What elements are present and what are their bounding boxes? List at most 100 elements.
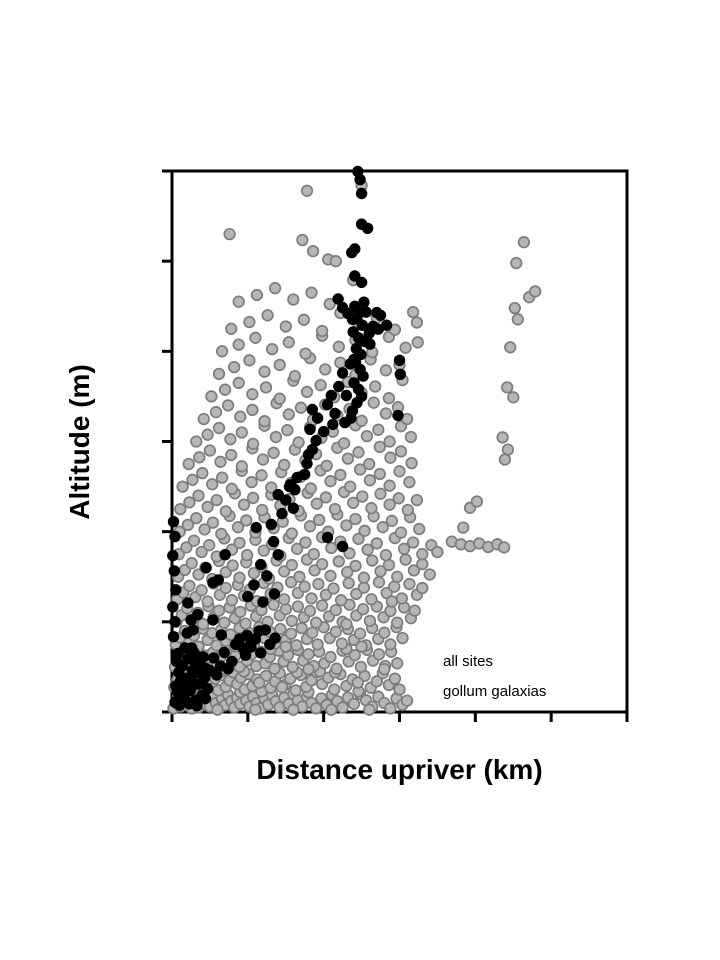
- data-point: [200, 562, 212, 574]
- data-point: [330, 662, 343, 675]
- data-point: [355, 187, 368, 200]
- data-point: [219, 549, 231, 561]
- data-point: [268, 282, 282, 295]
- data-point: [349, 512, 362, 526]
- data-point: [187, 534, 201, 547]
- data-point: [361, 222, 374, 234]
- data-point: [363, 703, 376, 716]
- data-point: [287, 703, 300, 716]
- data-point: [284, 576, 298, 589]
- data-point: [237, 498, 251, 511]
- data-point: [382, 558, 396, 572]
- data-point: [305, 286, 318, 299]
- data-point: [169, 616, 181, 628]
- data-point: [370, 537, 383, 550]
- series-gollum-galaxias: [167, 165, 406, 712]
- data-point: [406, 536, 420, 549]
- data-point: [457, 521, 470, 534]
- data-point: [355, 276, 368, 289]
- data-point: [210, 493, 223, 507]
- data-point: [226, 559, 239, 572]
- data-point: [183, 681, 195, 693]
- data-point: [187, 624, 199, 636]
- data-point: [334, 594, 348, 607]
- data-point: [406, 305, 420, 319]
- data-point: [273, 358, 286, 372]
- data-point: [258, 415, 271, 428]
- data-point: [182, 457, 195, 471]
- data-point: [246, 491, 260, 505]
- data-point: [195, 677, 208, 689]
- data-point: [246, 437, 260, 450]
- data-point: [250, 521, 262, 534]
- data-point: [274, 622, 287, 636]
- data-point: [249, 703, 262, 716]
- data-point: [298, 580, 311, 593]
- data-point: [314, 378, 327, 392]
- data-point: [215, 629, 227, 641]
- data-point: [196, 466, 209, 480]
- data-point: [358, 524, 371, 537]
- data-point: [498, 453, 512, 466]
- data-point: [201, 428, 214, 441]
- data-point: [508, 301, 521, 315]
- data-point: [240, 514, 253, 527]
- data-point: [399, 341, 412, 354]
- data-point: [324, 569, 337, 582]
- data-point: [219, 581, 232, 595]
- data-point: [272, 549, 284, 561]
- data-point: [367, 396, 380, 409]
- data-point: [169, 530, 181, 543]
- data-point: [221, 399, 235, 412]
- data-point: [223, 227, 236, 241]
- data-point: [392, 409, 404, 422]
- data-point: [279, 640, 292, 653]
- data-point: [257, 544, 270, 557]
- data-point: [366, 554, 379, 567]
- data-point: [360, 429, 374, 443]
- data-point: [310, 497, 323, 510]
- data-point: [297, 313, 311, 326]
- data-point: [249, 331, 262, 344]
- data-point: [336, 367, 349, 379]
- data-point: [319, 588, 333, 601]
- data-point: [306, 403, 318, 416]
- data-point: [261, 570, 273, 582]
- data-point: [340, 389, 353, 402]
- data-point: [224, 433, 237, 446]
- data-point: [205, 390, 218, 403]
- data-point: [167, 631, 180, 643]
- data-point: [329, 625, 342, 638]
- data-point: [296, 233, 309, 247]
- data-point: [496, 431, 509, 444]
- data-point: [348, 649, 361, 662]
- data-point: [172, 647, 184, 660]
- data-point: [357, 571, 371, 584]
- data-point: [290, 639, 303, 652]
- data-point: [340, 617, 353, 631]
- data-point: [311, 638, 324, 651]
- data-point: [175, 689, 187, 701]
- data-point: [410, 493, 424, 507]
- legend-item-all-sites: all sites: [424, 646, 546, 676]
- data-point: [225, 482, 239, 495]
- data-point: [321, 531, 334, 544]
- data-point: [275, 681, 289, 694]
- data-point: [201, 500, 214, 514]
- data-point: [357, 370, 369, 382]
- data-point: [388, 672, 402, 685]
- data-point: [529, 285, 542, 298]
- data-point: [379, 407, 393, 420]
- legend: all sites gollum galaxias: [424, 646, 546, 706]
- data-point: [289, 684, 302, 697]
- data-point: [181, 518, 195, 532]
- data-point: [340, 519, 353, 532]
- data-point: [295, 621, 308, 635]
- data-point: [261, 309, 274, 322]
- data-point: [180, 541, 193, 554]
- data-point: [394, 368, 406, 380]
- data-point: [299, 347, 312, 360]
- data-point: [312, 513, 326, 527]
- data-point: [327, 582, 340, 595]
- data-point: [185, 557, 198, 570]
